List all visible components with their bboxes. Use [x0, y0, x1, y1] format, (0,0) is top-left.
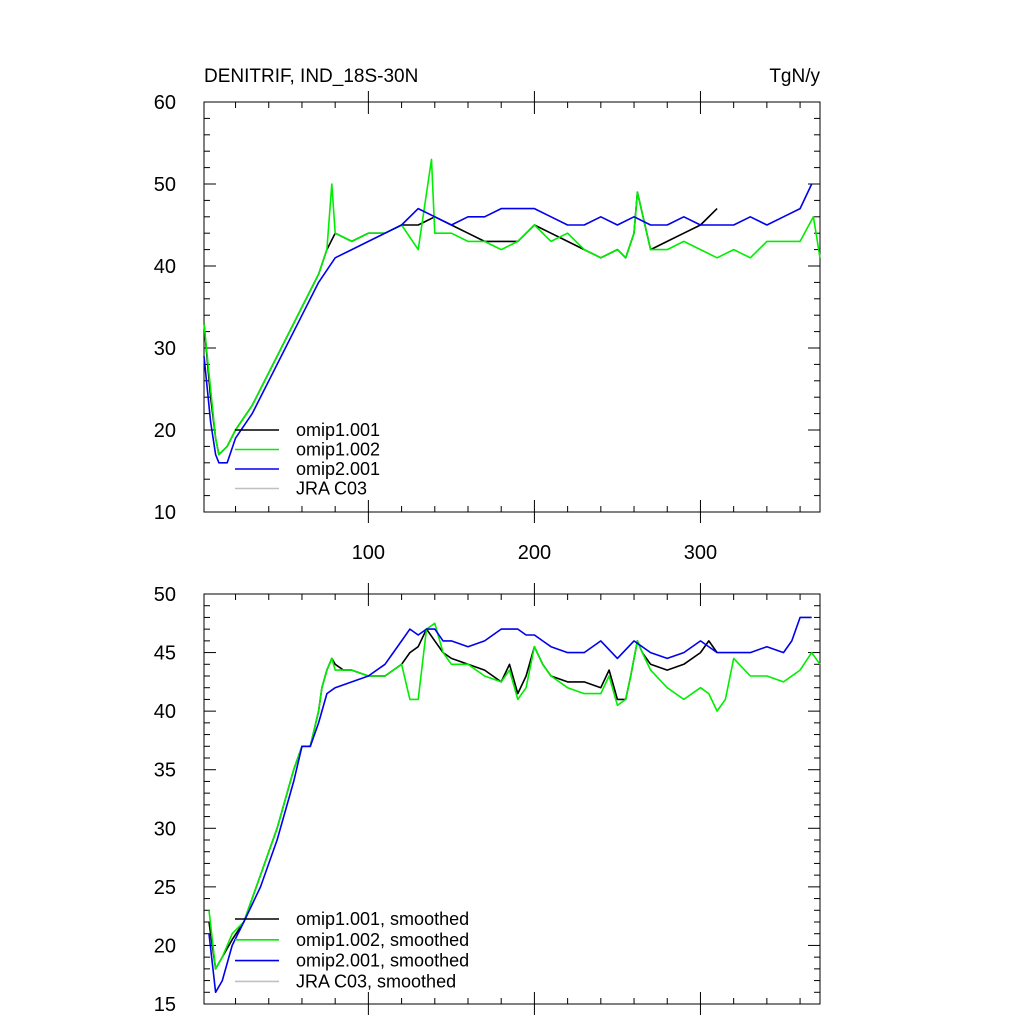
- y-tick-label: 20: [154, 935, 176, 957]
- y-tick-label: 35: [154, 760, 176, 782]
- y-tick-label: 30: [154, 818, 176, 840]
- x-tick-label: 300: [684, 542, 717, 564]
- legend-label: JRA C03, smoothed: [296, 971, 456, 991]
- y-tick-label: 20: [154, 420, 176, 442]
- y-tick-label: 50: [154, 584, 176, 606]
- plot-frame: [203, 101, 821, 513]
- x-tick-label: 100: [352, 542, 385, 564]
- legend-label: JRA C03: [296, 479, 367, 499]
- y-tick-label: 30: [154, 338, 176, 360]
- y-tick-label: 60: [154, 92, 176, 114]
- y-tick-label: 45: [154, 643, 176, 665]
- legend-label: omip1.001, smoothed: [296, 909, 469, 929]
- y-tick-label: 50: [154, 174, 176, 196]
- series-line: [208, 616, 812, 994]
- bottom-panel: 15 20 25 30 35 40 45 50 omip1.001, smoothedomip1…: [154, 583, 821, 1016]
- legend-label: omip2.001, smoothed: [296, 951, 469, 971]
- series-line: [203, 191, 718, 456]
- y-tick-label: 40: [154, 701, 176, 723]
- legend-label: omip1.002, smoothed: [296, 930, 469, 950]
- units-label: TgN/y: [769, 66, 820, 87]
- series-line: [208, 622, 821, 970]
- y-tick-label: 10: [154, 502, 176, 524]
- y-tick-label: 15: [154, 994, 176, 1016]
- series-line: [203, 183, 813, 464]
- x-tick-label: 200: [518, 542, 551, 564]
- y-tick-label: 25: [154, 877, 176, 899]
- top-panel: 10 20 30 40 50 60 100 200 300 omip1.001omip1.002o…: [154, 91, 821, 564]
- legend-label: omip1.002: [296, 440, 380, 460]
- plot-frame: [203, 593, 821, 1005]
- series-line: [203, 158, 821, 456]
- chart-title: DENITRIF, IND_18S-30N: [204, 66, 418, 87]
- legend-label: omip2.001: [296, 459, 380, 479]
- y-tick-label: 40: [154, 256, 176, 278]
- legend-label: omip1.001: [296, 420, 380, 440]
